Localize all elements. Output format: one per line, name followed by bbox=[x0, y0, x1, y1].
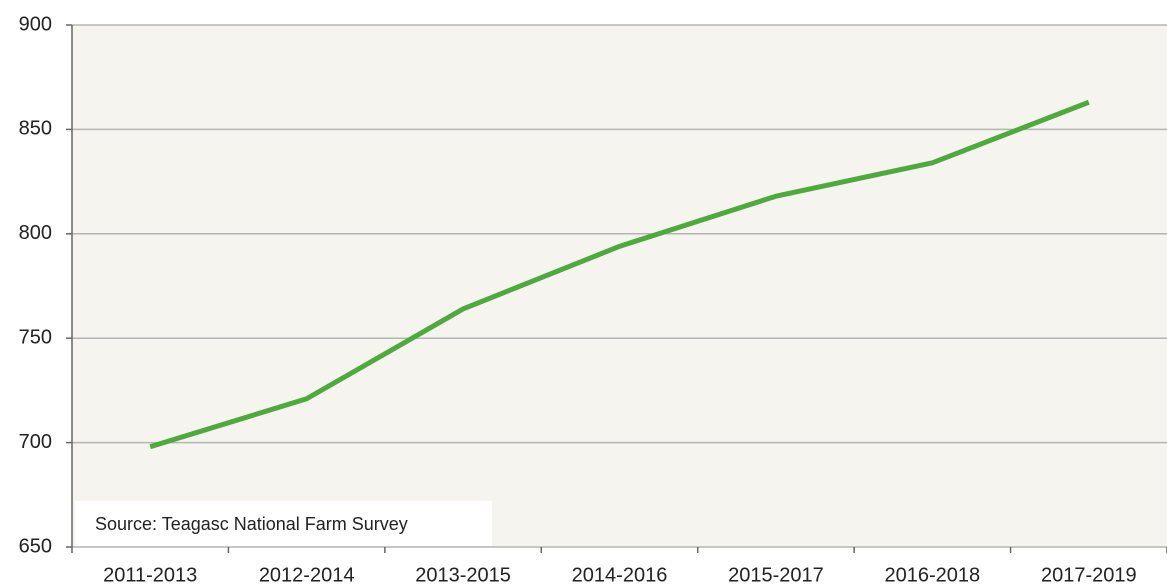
x-tick-label: 2014-2016 bbox=[572, 564, 668, 585]
plot-area bbox=[72, 25, 1167, 547]
x-tick-label: 2017-2019 bbox=[1041, 564, 1137, 585]
x-tick-label: 2013-2015 bbox=[415, 564, 511, 585]
x-tick-label: 2015-2017 bbox=[728, 564, 824, 585]
y-tick-label: 750 bbox=[19, 326, 52, 348]
y-tick-label: 800 bbox=[19, 222, 52, 244]
x-tick-label: 2016-2018 bbox=[885, 564, 981, 585]
x-tick-label: 2011-2013 bbox=[103, 564, 197, 585]
y-tick-label: 900 bbox=[19, 13, 52, 35]
annotation: Source: Teagasc National Farm Survey bbox=[95, 514, 408, 534]
line bbox=[149, 99, 1090, 450]
y-tick-label: 850 bbox=[19, 118, 52, 140]
annotation-box bbox=[75, 501, 492, 546]
y-tick-label: 700 bbox=[19, 431, 52, 453]
x-tick-label: 2012-2014 bbox=[259, 564, 355, 585]
y-tick-label: 650 bbox=[19, 535, 52, 557]
